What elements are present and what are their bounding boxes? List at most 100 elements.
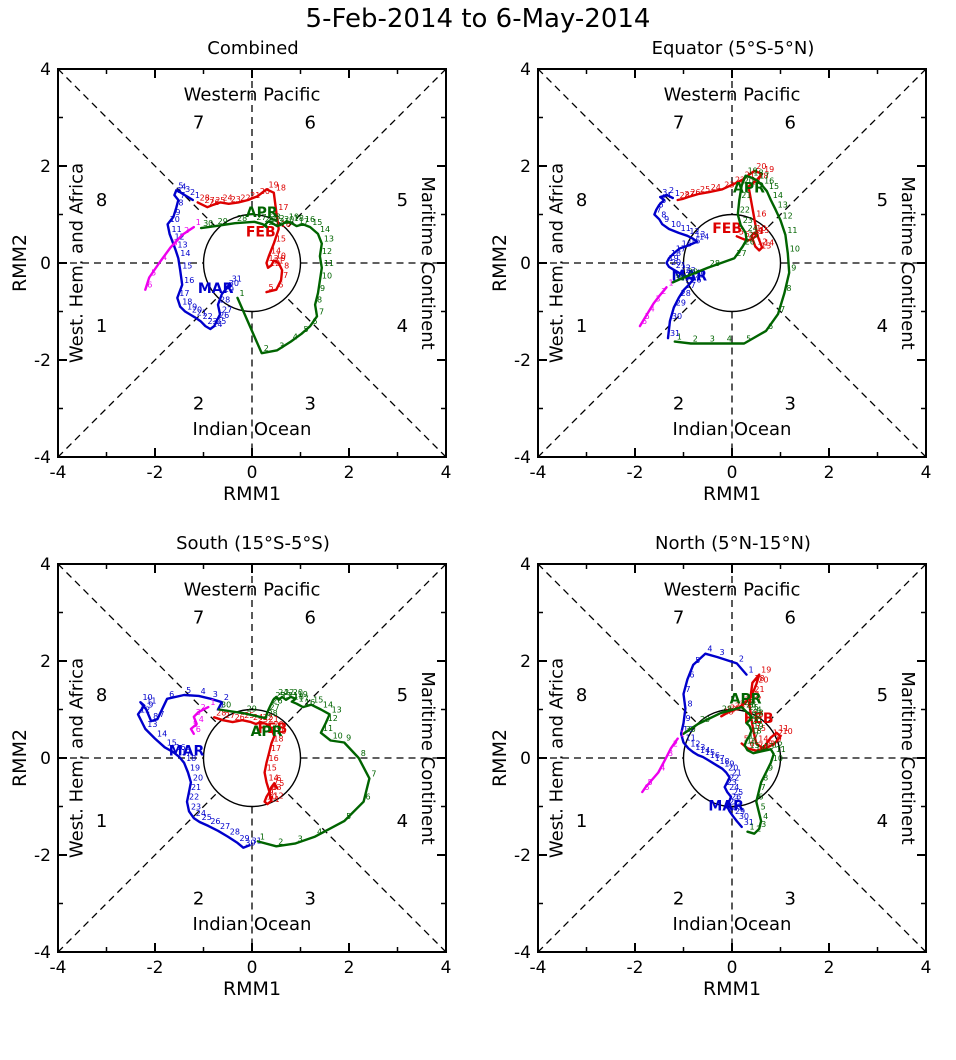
svg-text:18: 18 xyxy=(182,298,192,307)
svg-text:4: 4 xyxy=(40,61,51,80)
svg-text:-4: -4 xyxy=(530,958,547,978)
svg-text:17: 17 xyxy=(676,244,686,253)
svg-text:3: 3 xyxy=(196,708,201,717)
svg-text:13: 13 xyxy=(761,241,771,250)
svg-text:10: 10 xyxy=(276,252,286,261)
svg-text:6: 6 xyxy=(644,783,649,792)
svg-text:24: 24 xyxy=(711,183,721,192)
svg-text:25: 25 xyxy=(733,788,743,797)
svg-text:7: 7 xyxy=(673,607,684,628)
svg-text:West. Hem. and Africa: West. Hem. and Africa xyxy=(546,163,567,363)
svg-text:1: 1 xyxy=(196,218,201,227)
svg-text:19: 19 xyxy=(669,254,679,263)
svg-text:28: 28 xyxy=(681,289,691,298)
svg-text:-4: -4 xyxy=(514,943,531,963)
svg-text:5: 5 xyxy=(303,325,308,334)
svg-text:8: 8 xyxy=(284,261,289,270)
svg-text:10: 10 xyxy=(170,215,180,224)
svg-text:9: 9 xyxy=(664,215,669,224)
svg-text:15: 15 xyxy=(167,738,177,747)
svg-text:Maritime Continent: Maritime Continent xyxy=(897,176,918,349)
svg-text:7: 7 xyxy=(656,206,661,215)
svg-text:10: 10 xyxy=(142,693,152,702)
svg-text:11: 11 xyxy=(273,256,283,265)
svg-text:17: 17 xyxy=(278,203,288,212)
svg-text:12: 12 xyxy=(270,259,280,268)
svg-text:28: 28 xyxy=(216,708,226,717)
svg-text:6: 6 xyxy=(642,317,647,326)
svg-text:26: 26 xyxy=(691,275,701,284)
svg-text:Indian Ocean: Indian Ocean xyxy=(193,419,312,440)
svg-text:11: 11 xyxy=(686,733,696,742)
svg-text:25: 25 xyxy=(735,701,745,710)
svg-text:9: 9 xyxy=(346,733,351,742)
svg-text:23: 23 xyxy=(207,317,217,326)
svg-text:5: 5 xyxy=(151,269,156,278)
svg-text:23: 23 xyxy=(270,212,280,221)
svg-text:12: 12 xyxy=(328,714,338,723)
svg-text:28: 28 xyxy=(680,191,690,200)
svg-text:15: 15 xyxy=(705,748,715,757)
svg-text:1: 1 xyxy=(680,730,685,739)
svg-text:25: 25 xyxy=(749,703,759,712)
svg-text:22: 22 xyxy=(729,773,739,782)
svg-text:1: 1 xyxy=(749,666,754,675)
svg-text:MAR: MAR xyxy=(198,281,234,297)
svg-text:6: 6 xyxy=(304,112,315,133)
svg-text:25: 25 xyxy=(700,185,710,194)
svg-text:9: 9 xyxy=(148,701,153,710)
svg-text:Maritime Continent: Maritime Continent xyxy=(417,176,438,349)
svg-text:3: 3 xyxy=(719,648,724,657)
svg-text:4: 4 xyxy=(441,463,452,483)
svg-text:3: 3 xyxy=(668,749,673,758)
panel-south: South (15°S-5°S) -4 -4 -2 -2 0 0 2 2 4 4 RMM1 RMM2 1… xyxy=(12,533,464,1002)
svg-text:24: 24 xyxy=(748,224,758,233)
svg-text:29: 29 xyxy=(218,217,228,226)
svg-text:0: 0 xyxy=(247,958,258,978)
svg-text:13: 13 xyxy=(147,720,157,729)
svg-text:4: 4 xyxy=(520,556,531,575)
svg-text:8: 8 xyxy=(96,685,107,706)
svg-text:23: 23 xyxy=(724,180,734,189)
svg-text:12: 12 xyxy=(689,227,699,236)
svg-text:19: 19 xyxy=(276,727,286,736)
svg-text:20: 20 xyxy=(744,176,754,185)
svg-text:15: 15 xyxy=(312,218,322,227)
svg-text:RMM2: RMM2 xyxy=(12,234,31,292)
svg-text:26: 26 xyxy=(265,215,275,224)
svg-text:0: 0 xyxy=(247,463,258,483)
svg-text:11: 11 xyxy=(779,724,789,733)
svg-text:29: 29 xyxy=(688,268,698,277)
svg-text:14: 14 xyxy=(773,191,783,200)
svg-text:2: 2 xyxy=(264,344,269,353)
svg-text:28: 28 xyxy=(268,709,278,718)
panel-north: North (5°N-15°N) -4 -4 -2 -2 0 0 2 2 4 4 RMM1 RMM2 1… xyxy=(492,533,944,1002)
svg-text:27: 27 xyxy=(270,703,280,712)
svg-text:-4: -4 xyxy=(530,463,547,483)
svg-text:5: 5 xyxy=(739,227,744,236)
svg-text:5: 5 xyxy=(695,656,700,665)
svg-text:5: 5 xyxy=(648,778,653,787)
svg-text:19: 19 xyxy=(269,180,279,189)
svg-text:MAR: MAR xyxy=(169,744,205,760)
svg-text:3: 3 xyxy=(185,185,190,194)
svg-text:3: 3 xyxy=(304,889,315,910)
svg-text:2: 2 xyxy=(669,186,674,195)
svg-text:0: 0 xyxy=(40,254,51,274)
svg-text:3: 3 xyxy=(710,335,715,344)
svg-text:14: 14 xyxy=(180,249,190,258)
svg-text:27: 27 xyxy=(744,698,754,707)
svg-text:-2: -2 xyxy=(147,958,164,978)
svg-text:-2: -2 xyxy=(34,351,51,371)
svg-text:6: 6 xyxy=(169,690,174,699)
svg-text:7: 7 xyxy=(686,685,691,694)
svg-text:12: 12 xyxy=(690,739,700,748)
svg-text:2: 2 xyxy=(739,654,744,663)
svg-text:APR: APR xyxy=(246,205,278,221)
svg-text:RMM1: RMM1 xyxy=(223,978,281,1000)
svg-text:17: 17 xyxy=(759,172,769,181)
svg-text:7: 7 xyxy=(758,742,763,751)
svg-text:18: 18 xyxy=(276,184,286,193)
svg-text:16: 16 xyxy=(756,209,766,218)
